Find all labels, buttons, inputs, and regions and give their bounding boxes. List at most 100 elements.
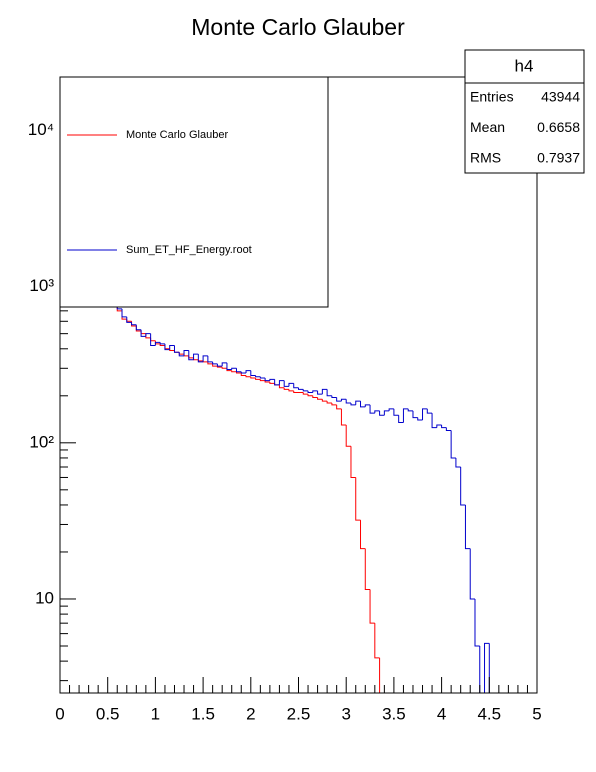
stats-label: Mean [470,119,505,135]
stats-title: h4 [515,56,534,75]
histogram-bin [274,379,280,386]
y-tick-label: 10² [29,432,54,451]
histogram-bin [259,379,266,382]
stats-value: 43944 [541,89,580,105]
histogram-bin [298,387,304,390]
histogram-bin [288,389,294,392]
histogram-bin [331,395,337,399]
histogram-bin [178,352,185,357]
histogram-bin [350,446,356,478]
stats-label: Entries [470,89,514,105]
legend-label: Monte Carlo Glauber [126,129,228,141]
histogram-bin [383,410,390,416]
histogram-bin [407,408,413,412]
histogram-bin [288,382,294,387]
histogram-bin [426,408,433,414]
histogram-bin [402,408,409,423]
histogram-bin [221,367,227,369]
histogram-bin [393,408,399,416]
chart-title: Monte Carlo Glauber [191,14,405,40]
histogram-bin [245,375,251,378]
histogram-bin [312,390,318,393]
histogram-bin [212,361,218,365]
histogram-bin [183,350,189,356]
histogram-bin [469,548,475,600]
histogram-bin [240,371,247,374]
histogram-bin [317,390,323,395]
histogram-bin [212,363,218,367]
histogram-bin [197,354,204,363]
x-tick-label: 2.5 [287,704,311,723]
histogram-bin [360,520,366,550]
histogram-bin [379,410,385,416]
histogram-bin [431,413,437,429]
histogram-bin [326,401,332,404]
x-tick-label: 4 [437,704,446,723]
histogram-bin [398,415,404,423]
histogram-bin [255,375,261,378]
histogram-bin [445,427,452,431]
stats-label: RMS [470,150,501,166]
histogram-bin [302,392,309,395]
histogram-bin [340,398,347,402]
histogram-bin [345,399,351,404]
histogram-bin [388,408,394,411]
histogram-bin [231,367,237,370]
histogram-bin [173,345,180,353]
histogram-bin [235,368,242,373]
x-tick-label: 3.5 [382,704,406,723]
histogram-bin [159,343,165,346]
histogram-bin [412,410,418,419]
histogram-bin [121,308,127,318]
histogram-bin [240,372,247,376]
histogram-bin [374,623,380,659]
histogram-bin [193,353,199,360]
histogram-bin [278,384,285,389]
histogram-bin [336,404,342,410]
histogram-bin [140,329,146,337]
histogram-bin [321,399,328,402]
histogram-bin [255,378,261,380]
histogram-bin [207,355,213,363]
histogram-bin [317,397,323,400]
y-tick-label: 10³ [29,276,54,295]
histogram-bin [474,598,480,647]
histogram-bin [231,370,237,373]
histogram-bin [336,397,342,402]
histogram-bin [245,370,251,373]
histogram-bin [278,380,285,385]
histogram-bin [331,402,337,406]
x-tick-label: 1.5 [191,704,215,723]
histogram-bin [441,425,447,429]
histogram-bin [360,401,366,408]
histogram-bin [364,548,371,590]
histogram-bin [450,430,456,459]
histogram-bin [350,402,356,406]
histogram-bin [135,324,142,331]
x-tick-label: 0.5 [96,704,120,723]
histogram-bin [131,322,137,326]
histogram-bin [216,363,223,367]
histogram-bin [221,362,227,367]
histogram-bin [369,404,375,414]
histogram-bin [307,390,313,393]
histogram-bin [460,467,466,506]
x-tick-label: 4.5 [477,704,501,723]
histogram-bin [355,477,361,521]
histogram-bin [264,378,270,382]
histogram-bin [345,425,351,447]
legend-box [59,76,329,308]
histogram-bin [126,316,132,323]
histogram-bin [159,342,165,345]
stats-value: 0.6658 [537,119,580,135]
histogram-bin [374,410,380,414]
histogram-bin [283,380,289,387]
y-tick-label: 10⁴ [28,120,54,139]
histogram-bin [150,333,156,346]
x-tick-label: 1 [151,704,160,723]
histogram-bin [293,390,299,393]
histogram-bin [164,343,170,351]
x-tick-label: 5 [532,704,541,723]
